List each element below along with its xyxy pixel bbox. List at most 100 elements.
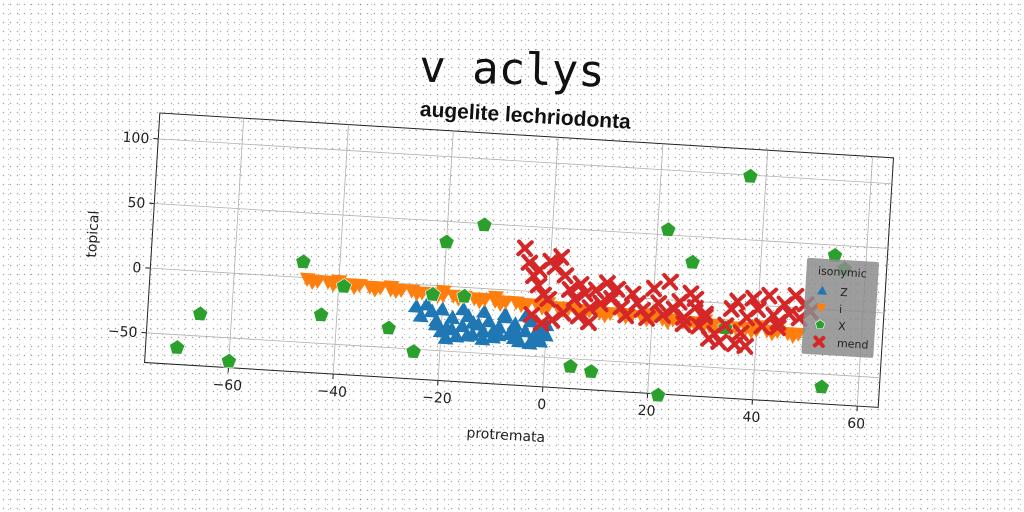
x-tick-label: 20 (637, 403, 656, 420)
data-point (638, 309, 656, 327)
data-point (412, 307, 429, 323)
data-point (456, 288, 473, 304)
data-point (527, 325, 544, 340)
legend-marker (817, 285, 827, 295)
data-point (516, 239, 534, 258)
x-tick-label: −40 (317, 383, 347, 401)
data-point (505, 330, 522, 345)
data-point (458, 327, 475, 343)
data-point (437, 330, 454, 345)
data-point (583, 363, 600, 379)
data-point (520, 254, 539, 272)
data-point (455, 301, 472, 316)
data-point (464, 314, 481, 330)
grid (146, 118, 892, 407)
data-point (485, 322, 502, 338)
x-tick-label: 40 (742, 409, 761, 426)
x-tick-label: 0 (537, 397, 547, 414)
data-point (661, 272, 680, 291)
data-point (731, 324, 750, 342)
data-point (438, 233, 455, 250)
data-point (562, 358, 579, 374)
data-point (710, 333, 728, 351)
y-tick-label: 50 (127, 195, 146, 212)
y-tick-label: 100 (122, 130, 150, 148)
data-point (608, 280, 626, 298)
data-point (521, 335, 538, 350)
data-point (472, 294, 489, 310)
data-point (649, 294, 668, 312)
x-tick-label: 60 (847, 416, 866, 433)
data-point (295, 253, 312, 270)
plot-group: augelite lechriodonta −60 −40 −20 0 20 40 60 −… (84, 98, 894, 446)
data-point (367, 283, 384, 298)
data-point (684, 254, 701, 270)
data-point (561, 281, 579, 299)
data-point (749, 300, 767, 318)
data-point (409, 287, 426, 302)
data-point (813, 378, 830, 395)
grid-line-y (146, 332, 881, 379)
data-point (480, 313, 497, 328)
data-point (571, 275, 590, 293)
y-axis-label: topical (84, 210, 103, 258)
legend-marker (812, 335, 826, 348)
data-point (760, 286, 779, 305)
grid-line-x (332, 124, 349, 375)
data-point (474, 331, 491, 346)
data-point (488, 290, 505, 306)
data-point (532, 333, 548, 348)
legend-label: Z (840, 286, 849, 299)
data-point (475, 303, 492, 319)
x-axis-label: protremata (466, 425, 546, 446)
data-point (424, 286, 441, 302)
legend-marker (816, 303, 827, 313)
y-tick-label: 0 (132, 260, 142, 277)
data-point (530, 261, 549, 279)
data-point (580, 313, 598, 332)
data-point (221, 352, 237, 369)
data-point (686, 290, 705, 308)
chart-title: augelite lechriodonta (419, 98, 632, 134)
data-point (552, 248, 571, 266)
data-point (336, 278, 352, 294)
data-point (565, 290, 584, 309)
y-axis-ticks: −50 0 50 100 (107, 130, 159, 341)
data-point (728, 292, 747, 311)
x-tick-label: −20 (422, 390, 452, 408)
data-point (569, 307, 588, 326)
grid-line-x (437, 130, 454, 381)
data-point (304, 275, 321, 290)
data-point (716, 316, 735, 335)
data-point (674, 315, 693, 333)
data-point (380, 319, 397, 336)
grid-line-x (647, 143, 664, 394)
x-axis-ticks: −60 −40 −20 0 20 40 60 (212, 367, 866, 433)
data-marks (169, 168, 853, 403)
series-Z (407, 296, 555, 350)
data-point (617, 306, 635, 325)
data-point (660, 221, 677, 237)
data-point (506, 321, 523, 336)
legend-box (801, 257, 879, 358)
data-point (742, 168, 759, 184)
data-point (591, 294, 610, 313)
data-point (598, 274, 616, 292)
data-point (654, 306, 672, 324)
series-mend (516, 239, 820, 355)
data-point (435, 284, 452, 300)
data-point (529, 276, 548, 295)
grid-line-x (752, 150, 769, 400)
data-point (645, 279, 663, 298)
plot-area (144, 112, 894, 408)
grid-line-y (154, 203, 888, 249)
legend-label: X (838, 320, 847, 333)
data-point (476, 216, 493, 233)
data-point (169, 339, 186, 355)
legend-label: mend (837, 337, 869, 352)
data-point (427, 316, 444, 332)
legend-label: i (839, 303, 843, 316)
data-point (736, 337, 754, 355)
